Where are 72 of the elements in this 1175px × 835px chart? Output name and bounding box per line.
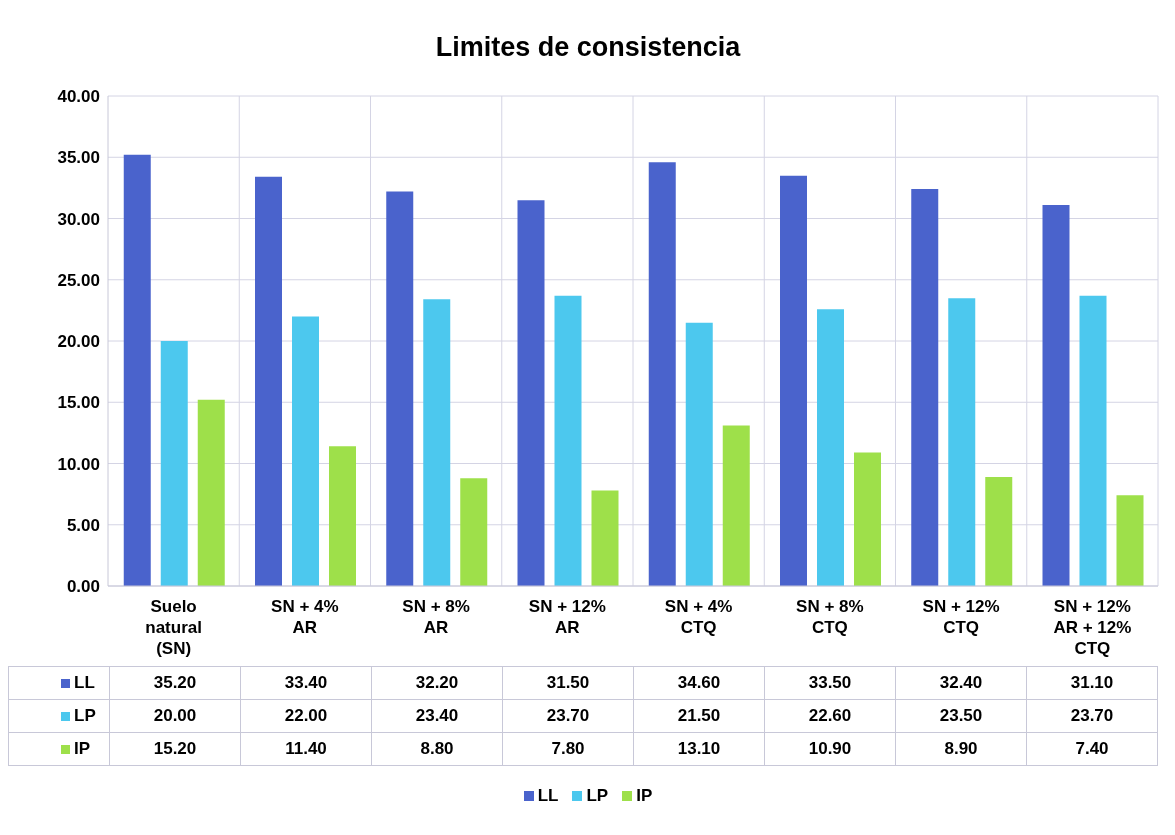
data-label: 31.10 <box>1026 666 1158 700</box>
bar <box>854 452 881 586</box>
data-label: 23.70 <box>1026 699 1158 733</box>
data-label: 34.60 <box>633 666 765 700</box>
data-label: 23.70 <box>502 699 634 733</box>
data-label: 33.50 <box>764 666 896 700</box>
data-label: 23.40 <box>371 699 503 733</box>
data-label: 22.00 <box>240 699 372 733</box>
legend-label: LP <box>73 706 96 727</box>
bar <box>648 162 676 586</box>
data-label: 32.40 <box>895 666 1027 700</box>
x-tick-label: SN + 12% AR + 12% CTQ <box>1053 597 1132 658</box>
x-tick-label: SN + 8% AR <box>402 597 470 637</box>
bar <box>780 175 807 586</box>
bar <box>423 299 451 586</box>
data-label: 20.00 <box>109 699 241 733</box>
x-tick-label: SN + 4% CTQ <box>664 597 733 637</box>
bar <box>460 478 488 586</box>
bar <box>985 476 1013 586</box>
y-tick-label: 0.00 <box>66 577 100 597</box>
data-label: 35.20 <box>109 666 241 700</box>
text: LP <box>586 786 609 805</box>
data-label: 15.20 <box>109 732 241 766</box>
bar <box>292 316 319 586</box>
data-label: 32.20 <box>371 666 503 700</box>
bar <box>329 446 356 586</box>
bar <box>123 154 151 586</box>
x-tick-label: SN + 12% AR <box>528 597 606 637</box>
bar <box>948 298 976 586</box>
y-tick-label: 35.00 <box>57 148 100 168</box>
data-label: 33.40 <box>240 666 372 700</box>
y-tick-label: 30.00 <box>57 209 100 229</box>
bar <box>1042 205 1070 586</box>
bar <box>160 341 188 586</box>
data-label: 31.50 <box>502 666 634 700</box>
text: IP <box>636 786 653 805</box>
y-tick-label: 15.00 <box>57 393 100 413</box>
y-tick-label: 5.00 <box>66 515 100 535</box>
bar <box>1079 295 1107 586</box>
data-label: 7.80 <box>502 732 634 766</box>
x-tick-label: SN + 4% AR <box>271 597 339 637</box>
data-label: 22.60 <box>764 699 896 733</box>
bar <box>517 200 545 586</box>
chart-title: Limites de consistencia <box>434 31 742 64</box>
bar <box>911 189 939 586</box>
data-label: 8.90 <box>895 732 1027 766</box>
legend-label: IP <box>73 739 91 760</box>
text: LL <box>537 786 559 805</box>
x-tick-label: Suelo natural (SN) <box>145 597 202 658</box>
bar <box>722 425 750 586</box>
bar <box>685 322 713 586</box>
data-label: 7.40 <box>1026 732 1158 766</box>
x-tick-label: SN + 8% CTQ <box>796 597 864 637</box>
y-tick-label: 25.00 <box>57 270 100 290</box>
y-tick-label: 20.00 <box>57 332 100 352</box>
data-label: 21.50 <box>633 699 765 733</box>
bar <box>817 309 844 586</box>
bar <box>386 191 414 586</box>
bar <box>197 399 225 586</box>
data-label: 23.50 <box>895 699 1027 733</box>
y-tick-label: 40.00 <box>57 87 100 107</box>
bar <box>554 295 582 586</box>
data-label: 11.40 <box>240 732 372 766</box>
x-tick-label: SN + 12% CTQ <box>922 597 1000 637</box>
legend-label: LL <box>73 673 95 694</box>
data-label: 8.80 <box>371 732 503 766</box>
data-label: 10.90 <box>764 732 896 766</box>
bar <box>255 176 282 586</box>
bar <box>1116 495 1144 586</box>
bar <box>591 490 619 586</box>
data-label: 13.10 <box>633 732 765 766</box>
y-tick-label: 10.00 <box>57 454 100 474</box>
